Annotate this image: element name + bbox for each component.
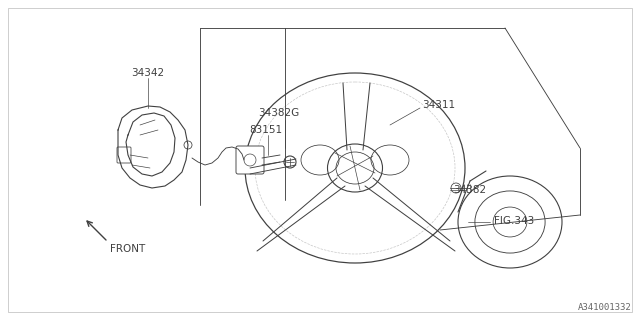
Text: FRONT: FRONT <box>110 244 145 254</box>
Text: A341001332: A341001332 <box>579 303 632 312</box>
Text: 34311: 34311 <box>422 100 455 110</box>
Text: 83151: 83151 <box>249 125 282 135</box>
FancyBboxPatch shape <box>117 147 131 163</box>
Text: FIG.343: FIG.343 <box>494 216 534 226</box>
Text: 34382G: 34382G <box>258 108 300 118</box>
Circle shape <box>244 154 256 166</box>
Text: 34342: 34342 <box>131 68 164 78</box>
Circle shape <box>451 183 461 193</box>
Circle shape <box>284 156 296 168</box>
FancyBboxPatch shape <box>236 146 264 174</box>
Circle shape <box>184 141 192 149</box>
Text: 34382: 34382 <box>453 185 486 195</box>
